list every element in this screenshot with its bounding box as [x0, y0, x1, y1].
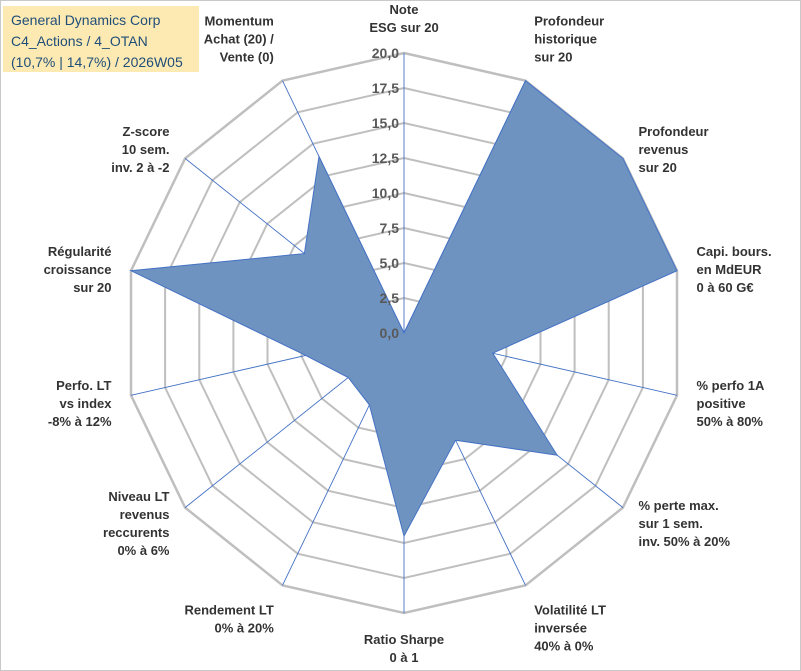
axis-label-line: inv. 2 à -2: [111, 160, 169, 175]
axis-label-line: inversée: [534, 620, 587, 635]
axis-label-line: historique: [534, 32, 597, 47]
axis-label: Rendement LT 0% à 20%: [184, 602, 274, 635]
axis-label: Capi. bours. en MdEUR 0 à 60 G€: [697, 244, 772, 295]
axis-label: Niveau LT revenus reccurents 0% à 6%: [103, 489, 170, 558]
axis-label-line: 0 à 1: [390, 650, 419, 665]
tick-label: 12,5: [372, 150, 399, 166]
title-line-company: General Dynamics Corp: [11, 12, 161, 28]
axis-label-line: Ratio Sharpe: [364, 632, 444, 647]
axis-label-line: sur 20: [639, 160, 677, 175]
axis-label-line: % perte max.: [639, 498, 719, 513]
axis-label: % perte max. sur 1 sem. inv. 50% à 20%: [639, 498, 731, 549]
axis-label-line: Note: [390, 2, 419, 17]
tick-label: 7,5: [380, 220, 400, 236]
axis-label-line: Momentum: [204, 14, 273, 29]
tick-label: 2,5: [380, 290, 400, 306]
axis-label-line: Niveau LT: [108, 489, 169, 504]
axis-label: % perfo 1A positive 50% à 80%: [697, 378, 766, 429]
axis-label: Ratio Sharpe 0 à 1: [364, 632, 444, 665]
axis-label-line: Vente (0): [220, 50, 274, 65]
axis-label: Z-score 10 sem. inv. 2 à -2: [111, 124, 169, 175]
title-line-category: C4_Actions / 4_OTAN: [11, 33, 148, 49]
axis-label-line: croissance: [44, 262, 112, 277]
axis-label: Volatilité LT inversée 40% à 0%: [534, 602, 606, 653]
tick-label: 0,0: [380, 325, 400, 341]
axis-label-line: Achat (20) /: [204, 32, 274, 47]
axis-label: Régularité croissance sur 20: [44, 244, 112, 295]
title-line-period: (10,7% | 14,7%) / 2026W05: [11, 54, 183, 70]
axis-label-line: % perfo 1A: [697, 378, 766, 393]
axis-label-line: 0% à 6%: [117, 543, 169, 558]
axis-label-line: Profondeur: [639, 124, 709, 139]
axis-label-line: sur 20: [73, 280, 111, 295]
axis-label-line: Perfo. LT: [56, 378, 111, 393]
axis-label-line: Z-score: [123, 124, 170, 139]
axis-label-line: revenus: [639, 142, 689, 157]
tick-label: 15,0: [372, 115, 399, 131]
axis-label-line: 10 sem.: [122, 142, 170, 157]
axis-label-line: ESG sur 20: [369, 20, 438, 35]
tick-label: 20,0: [372, 45, 399, 61]
axis-label: Profondeur historique sur 20: [534, 14, 604, 65]
axis-label-line: Capi. bours.: [697, 244, 772, 259]
tick-label: 10,0: [372, 185, 399, 201]
axis-label-line: 40% à 0%: [534, 638, 594, 653]
axis-label-line: en MdEUR: [697, 262, 763, 277]
axis-label-line: positive: [697, 396, 746, 411]
radial-tick-labels: 0,0 2,5 5,0 7,5 10,0 12,5 15,0 17,5 20,0: [372, 45, 399, 341]
tick-label: 5,0: [380, 255, 400, 271]
axis-label-line: 0% à 20%: [215, 620, 275, 635]
axis-label: Profondeur revenus sur 20: [639, 124, 709, 175]
axis-label-line: inv. 50% à 20%: [639, 534, 731, 549]
axis-label-line: Profondeur: [534, 14, 604, 29]
tick-label: 17,5: [372, 80, 399, 96]
axis-label-line: revenus: [120, 507, 170, 522]
axis-label-line: reccurents: [103, 525, 169, 540]
axis-label-line: 0 à 60 G€: [697, 280, 754, 295]
axis-labels: Note ESG sur 20 Profondeur historique sur 20…: [44, 2, 772, 665]
axis-label-line: sur 1 sem.: [639, 516, 703, 531]
axis-label: Perfo. LT vs index -8% à 12%: [48, 378, 112, 429]
data-series: [129, 79, 678, 538]
axis-label-line: -8% à 12%: [48, 414, 112, 429]
axis-label: Note ESG sur 20: [369, 2, 438, 35]
axis-label: Momentum Achat (20) / Vente (0): [204, 14, 274, 65]
axis-label-line: 50% à 80%: [697, 414, 764, 429]
axis-label-line: sur 20: [534, 50, 572, 65]
axis-label-line: vs index: [59, 396, 112, 411]
axis-label-line: Volatilité LT: [534, 602, 606, 617]
axis-label-line: Régularité: [48, 244, 112, 259]
axis-label-line: Rendement LT: [184, 602, 273, 617]
series-area: [129, 79, 678, 538]
chart-title: General Dynamics Corp C4_Actions / 4_OTA…: [3, 6, 199, 72]
